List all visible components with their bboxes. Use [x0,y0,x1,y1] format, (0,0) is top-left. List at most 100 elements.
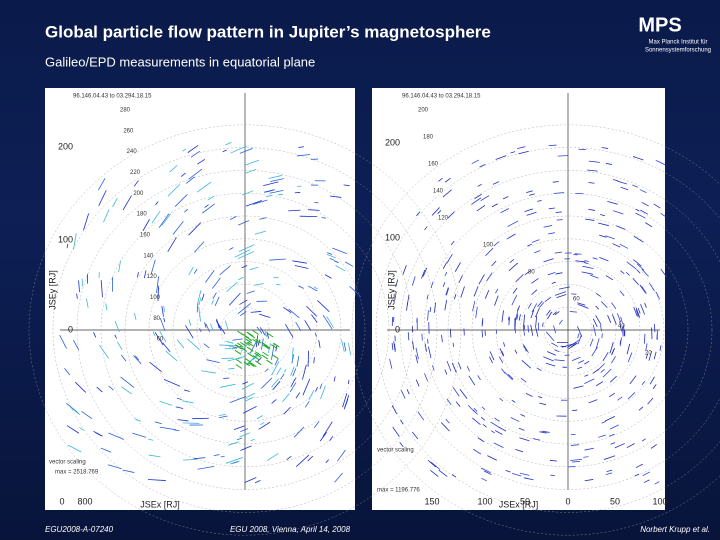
scale-label: vector scaling [49,460,86,466]
flow-vector [532,438,541,441]
flow-vector [256,326,263,334]
flow-vector [577,360,585,364]
flow-vector [482,424,487,428]
flow-vector [655,160,666,166]
flow-vector [502,196,509,200]
flow-vector [430,281,434,289]
orbit [423,192,713,468]
flow-vector [641,438,646,442]
flow-vector [643,333,646,344]
flow-vector [78,280,80,293]
orbit [148,238,342,422]
flow-vector [479,163,486,168]
flow-vector [211,299,215,305]
flow-vector [161,306,164,317]
flow-vector [255,338,262,344]
flow-vector [570,444,580,446]
flow-vector [121,386,133,395]
flow-vector [604,415,615,422]
flow-vector [641,380,646,385]
flow-vector [515,273,524,283]
flow-vector [602,368,612,378]
flow-vector [473,407,478,412]
flow-vector [493,241,500,247]
flow-vector [538,396,543,399]
flow-vector [177,419,189,422]
flow-vector [259,313,271,318]
flow-vector [292,368,297,377]
flow-vector [611,348,615,355]
flow-vector [427,338,429,344]
flow-vector [391,342,394,350]
flow-vector [245,168,257,174]
flow-vector [632,277,639,285]
flow-vector [239,299,248,305]
flow-vector [517,305,521,311]
flow-vector [547,232,556,235]
flow-vector [616,225,626,230]
flow-vector [266,332,274,338]
flow-vector [543,356,554,362]
flow-vector [205,270,215,283]
flow-vector [614,443,625,449]
flow-vector [214,296,220,307]
flow-vector [494,417,500,422]
flow-vector [480,467,491,474]
flow-vector [617,396,623,401]
flow-vector [257,339,261,346]
orbit-label: 120 [147,274,158,280]
flow-vector [552,181,559,183]
flow-vector [598,434,606,438]
flow-vector [122,469,135,473]
flow-vector [539,402,547,406]
flow-vector [237,302,251,314]
flow-vector [421,333,423,341]
flow-vector [108,385,114,391]
orbit-label: 240 [127,149,138,155]
flow-vector [633,235,644,243]
flow-vector [627,392,636,400]
flow-vector [454,293,457,300]
orbit [495,261,641,399]
flow-vector [519,437,530,442]
flow-vector [313,286,318,290]
flow-vector [603,455,616,460]
flow-vector [626,443,635,449]
flow-vector [66,243,69,249]
flow-vector [238,276,244,281]
flow-vector [118,260,121,273]
flow-vector [219,344,237,347]
orbit-label: 80 [153,316,160,322]
flow-vector [592,324,597,336]
flow-vector [120,354,127,362]
flow-vector [272,354,279,360]
flow-vector [551,342,559,347]
flow-vector [518,314,521,321]
flow-vector [510,417,520,422]
flow-vector [223,377,230,379]
flow-vector [491,203,498,208]
flow-vector [234,349,242,355]
flow-vector [134,355,139,361]
flow-vector [243,341,251,347]
flow-vector [389,358,393,369]
flow-vector [523,477,534,481]
flow-vector [199,328,202,333]
flow-vector [240,428,249,432]
flow-vector [156,276,160,294]
flow-vector [457,362,462,370]
flow-vector [422,267,428,277]
flow-vector [577,366,583,370]
flow-vector [254,230,266,235]
flow-vector [212,277,221,289]
flow-vector [154,421,162,425]
flow-vector [552,311,557,316]
flow-vector [412,340,415,350]
flow-vector [447,211,455,219]
flow-vector [451,474,456,478]
flow-vector [544,296,552,302]
flow-vector [610,442,616,445]
flow-vector [342,393,348,408]
flow-vector [149,361,162,373]
flow-vector [641,285,647,294]
